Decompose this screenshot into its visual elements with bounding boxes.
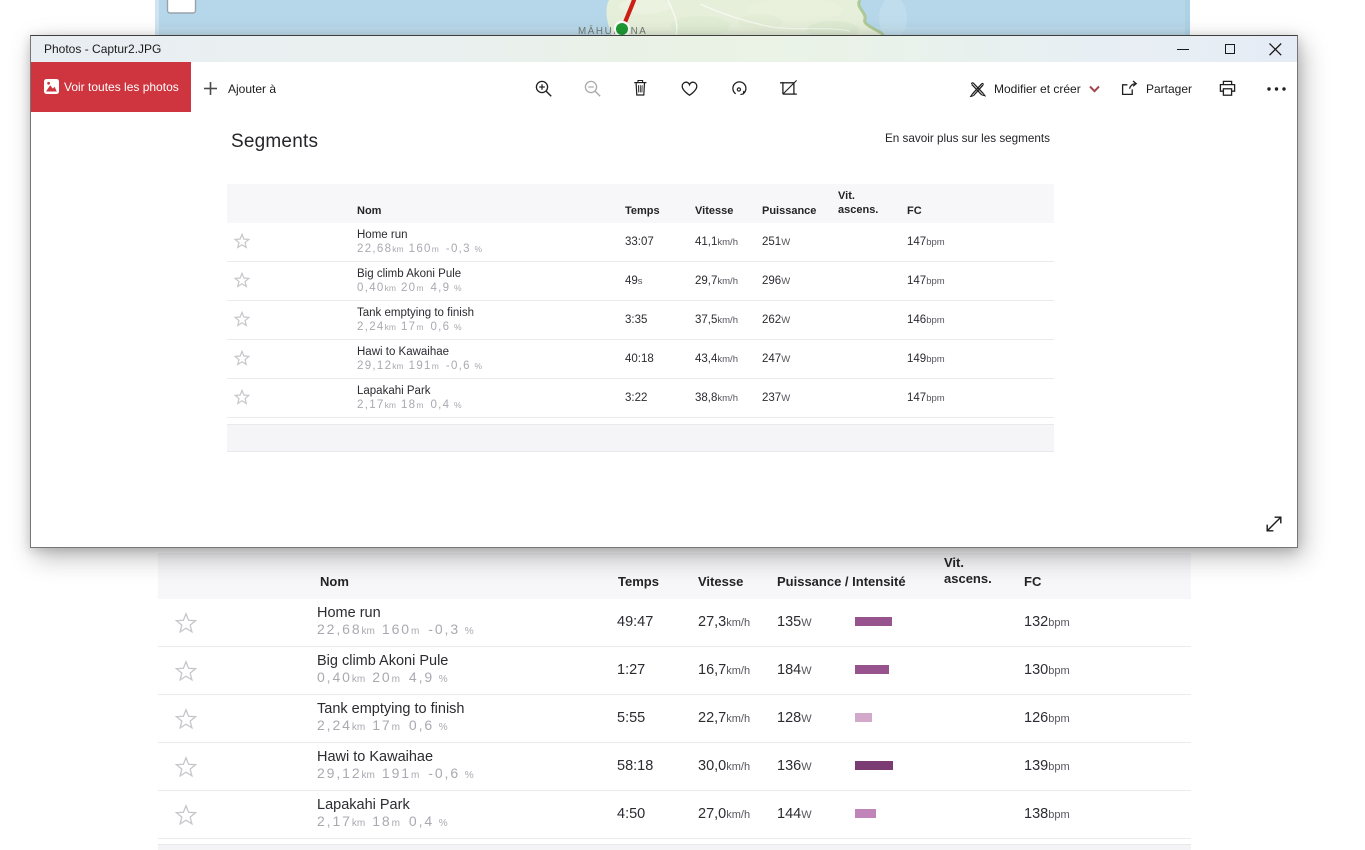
svg-text:MĀHUKONA: MĀHUKONA xyxy=(578,26,647,35)
